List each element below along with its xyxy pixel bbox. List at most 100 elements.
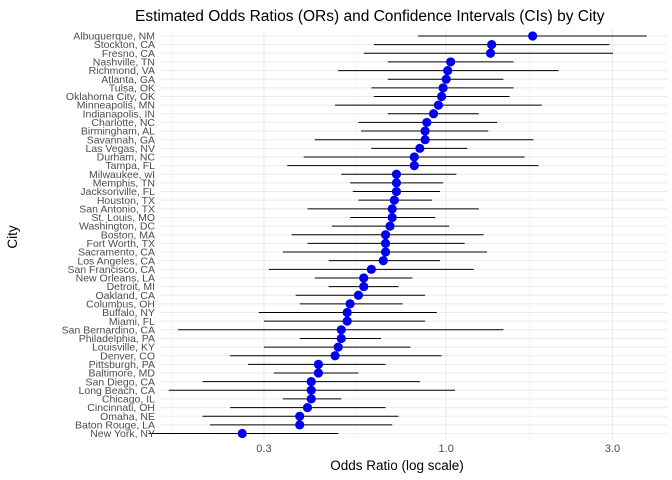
x-tick-label: 1.0 — [439, 443, 454, 455]
city-tick-label: Chicago, IL — [102, 394, 155, 406]
city-tick-label: Omaha, NE — [100, 411, 155, 423]
or-point — [446, 57, 456, 67]
city-tick-label: Washington, DC — [79, 221, 155, 233]
or-point — [409, 161, 419, 171]
city-tick-label: Birmingham, AL — [81, 126, 155, 138]
or-point — [342, 307, 352, 318]
or-point — [336, 325, 346, 335]
or-point — [428, 109, 439, 119]
x-axis-tick-labels: 0.3 1.0 3.0 — [256, 443, 620, 455]
y-axis-title: City — [5, 225, 20, 248]
city-tick-label: Detroit, MI — [107, 281, 155, 293]
or-point — [330, 351, 340, 361]
city-tick-label: Fresno, CA — [102, 48, 155, 60]
city-tick-label: Charlotte, NC — [91, 117, 155, 129]
city-tick-label: Sacramento, CA — [78, 247, 155, 259]
city-tick-label: Oakland, CA — [95, 290, 155, 302]
city-tick-label: Oklahoma City, OK — [66, 91, 155, 103]
city-tick-label: Louisville, KY — [92, 342, 155, 354]
city-tick-label: San Diego, CA — [86, 376, 155, 388]
or-point — [385, 221, 395, 231]
city-tick-label: Indianapolis, IN — [83, 108, 155, 120]
or-point — [415, 143, 425, 153]
x-axis-title: Odds Ratio (log scale) — [330, 458, 464, 473]
or-point — [441, 74, 451, 84]
or-point — [380, 247, 391, 257]
city-tick-label: Minneapolis, MN — [77, 100, 155, 112]
city-tick-label: Stockton, CA — [94, 39, 155, 51]
or-point — [353, 290, 364, 300]
city-tick-label: Tulsa, OK — [109, 82, 155, 94]
or-point — [378, 256, 388, 266]
odds-ratio-points — [237, 31, 538, 439]
city-tick-label: Nashville, TN — [93, 57, 155, 69]
or-point — [295, 411, 305, 421]
city-tick-label: Memphis, TN — [93, 178, 155, 190]
city-tick-label: Savannah, GA — [87, 134, 155, 146]
city-tick-label: New York, NY — [90, 428, 155, 440]
chart-title: Estimated Odds Ratios (ORs) and Confiden… — [135, 8, 605, 25]
city-tick-label: Baltimore, MD — [88, 368, 155, 380]
city-tick-label: Fort Worth, TX — [87, 238, 155, 250]
city-tick-label: Baton Rouge, LA — [75, 419, 155, 431]
city-tick-label: Boston, MA — [101, 229, 155, 241]
city-tick-label: Atlanta, GA — [101, 74, 155, 86]
or-point — [359, 281, 369, 292]
or-point — [485, 48, 496, 58]
or-point — [295, 420, 305, 430]
city-tick-label: Las Vegas, NV — [86, 143, 155, 155]
city-tick-label: San Bernardino, CA — [62, 324, 155, 336]
or-point — [409, 152, 419, 162]
or-point — [387, 212, 397, 223]
city-tick-label: Richmond, VA — [89, 65, 155, 77]
or-point — [487, 40, 497, 50]
or-point — [420, 126, 430, 136]
city-tick-label: Albuquerque, NM — [73, 31, 155, 43]
or-point — [313, 359, 324, 369]
or-point — [380, 238, 391, 248]
city-tick-label: New Orleans, LA — [76, 273, 155, 285]
city-tick-label: Durham, NC — [97, 152, 156, 164]
or-point — [333, 342, 343, 352]
or-point — [391, 169, 402, 179]
or-point — [342, 316, 352, 326]
city-tick-label: Pittsburgh, PA — [89, 359, 155, 371]
city-tick-label: Philadelphia, PA — [79, 333, 155, 345]
or-point — [433, 100, 444, 110]
or-point — [306, 377, 316, 387]
or-point — [306, 394, 316, 404]
city-tick-label: Cincinnati, OH — [87, 402, 155, 414]
city-tick-label: San Francisco, CA — [67, 264, 155, 276]
city-tick-label: Buffalo, NY — [102, 307, 155, 319]
or-point — [438, 83, 448, 93]
city-tick-label: St. Louis, MO — [91, 212, 155, 224]
x-tick-label: 0.3 — [256, 443, 271, 455]
city-tick-label: Milwaukee, wI — [89, 169, 155, 181]
or-point — [380, 230, 391, 240]
or-point — [436, 91, 447, 102]
or-point — [389, 195, 399, 205]
or-point — [391, 178, 402, 188]
or-point — [420, 135, 430, 145]
or-point — [237, 428, 247, 439]
or-point — [387, 204, 397, 214]
or-point — [443, 65, 453, 76]
city-tick-label: Denver, CO — [100, 350, 155, 362]
or-point — [422, 117, 432, 128]
or-point — [528, 31, 538, 41]
city-tick-label: San Antonio, TX — [79, 203, 155, 215]
city-tick-label: Tampa, FL — [105, 160, 155, 172]
or-point — [306, 385, 316, 395]
or-point — [366, 264, 376, 274]
or-point — [345, 299, 355, 309]
or-point — [302, 402, 313, 413]
city-tick-label: Miami, FL — [109, 316, 155, 328]
city-tick-label: Houston, TX — [97, 195, 155, 207]
or-point — [359, 273, 369, 283]
or-point — [391, 186, 402, 197]
or-point — [313, 368, 324, 378]
city-tick-label: Los Angeles, CA — [77, 255, 155, 267]
city-tick-label: Columbus, OH — [86, 298, 155, 310]
